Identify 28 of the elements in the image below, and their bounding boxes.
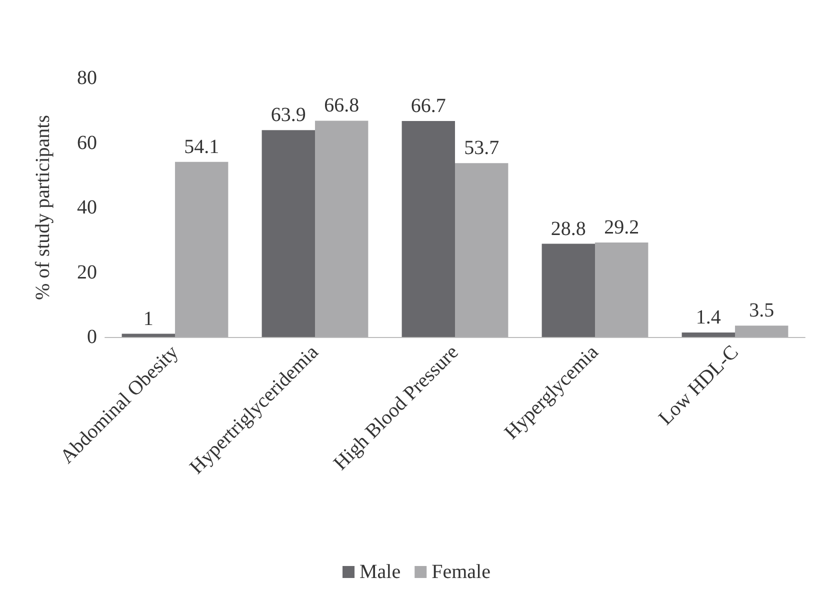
y-tick-label: 40: [77, 196, 97, 218]
y-tick-label: 0: [87, 326, 97, 348]
y-axis-title: % of study participants: [32, 114, 54, 300]
y-tick-label: 80: [77, 67, 97, 89]
data-label: 66.8: [324, 94, 360, 117]
bar: [315, 120, 368, 337]
bar: [595, 242, 648, 337]
data-label: 28.8: [550, 218, 586, 240]
bar: [735, 326, 788, 337]
bar: [682, 332, 735, 337]
data-label: 66.7: [410, 95, 446, 118]
y-tick-label: 20: [77, 261, 97, 284]
legend-label: Female: [432, 561, 491, 583]
bar: [122, 334, 175, 337]
data-label: 54.1: [184, 136, 220, 158]
data-label: 63.9: [270, 104, 306, 126]
bar: [262, 130, 315, 337]
data-label: 53.7: [464, 137, 500, 160]
data-label: 3.5: [749, 300, 774, 322]
legend-label: Male: [360, 561, 401, 583]
bar: [175, 162, 228, 337]
bar: [542, 244, 595, 337]
bar: [455, 163, 508, 337]
data-label: 1: [143, 308, 154, 330]
bar: [402, 121, 455, 337]
data-label: 1.4: [696, 306, 721, 328]
y-tick-label: 60: [77, 132, 97, 154]
data-label: 29.2: [604, 216, 640, 238]
